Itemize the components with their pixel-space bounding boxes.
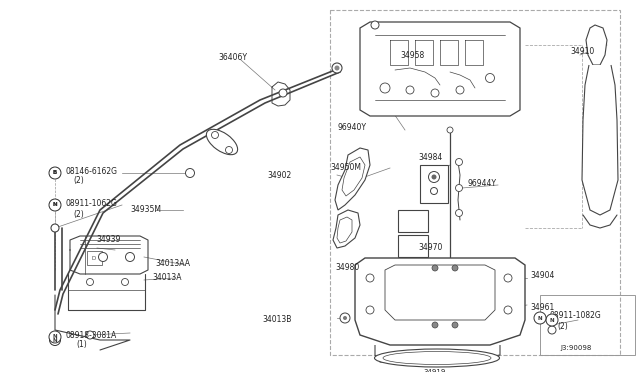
Text: 96944Y: 96944Y bbox=[468, 180, 497, 189]
Circle shape bbox=[456, 209, 463, 217]
Circle shape bbox=[504, 274, 512, 282]
Text: D: D bbox=[92, 256, 96, 260]
Ellipse shape bbox=[206, 129, 237, 155]
Circle shape bbox=[456, 185, 463, 192]
Text: 08146-6162G: 08146-6162G bbox=[66, 167, 118, 176]
Circle shape bbox=[504, 306, 512, 314]
Circle shape bbox=[49, 167, 61, 179]
Text: 34902: 34902 bbox=[268, 170, 292, 180]
Circle shape bbox=[332, 63, 342, 73]
Polygon shape bbox=[337, 217, 352, 243]
Circle shape bbox=[452, 322, 458, 328]
Circle shape bbox=[49, 334, 61, 346]
Circle shape bbox=[431, 89, 439, 97]
Text: (2): (2) bbox=[73, 209, 84, 218]
Text: 34013B: 34013B bbox=[262, 315, 292, 324]
Text: 34958: 34958 bbox=[400, 51, 424, 60]
Text: 34950M: 34950M bbox=[330, 164, 361, 173]
Circle shape bbox=[371, 21, 379, 29]
Circle shape bbox=[452, 265, 458, 271]
Text: B: B bbox=[53, 170, 57, 176]
Bar bbox=[420, 165, 448, 203]
Polygon shape bbox=[582, 65, 618, 215]
Bar bbox=[330, 10, 620, 355]
Text: 34013A: 34013A bbox=[152, 273, 182, 282]
Circle shape bbox=[86, 279, 93, 285]
Polygon shape bbox=[333, 210, 360, 248]
Circle shape bbox=[447, 127, 453, 133]
Polygon shape bbox=[335, 148, 370, 210]
Text: 36406Y: 36406Y bbox=[218, 54, 247, 62]
Polygon shape bbox=[355, 258, 525, 345]
Text: N: N bbox=[52, 202, 58, 208]
Circle shape bbox=[380, 83, 390, 93]
Text: (1): (1) bbox=[76, 340, 87, 350]
Text: (2): (2) bbox=[73, 176, 84, 186]
Circle shape bbox=[49, 199, 61, 211]
Circle shape bbox=[456, 86, 464, 94]
Bar bbox=[87, 251, 102, 265]
Text: 08918-3081A: 08918-3081A bbox=[66, 330, 117, 340]
Text: N: N bbox=[52, 334, 58, 340]
Circle shape bbox=[406, 86, 414, 94]
Circle shape bbox=[49, 167, 61, 179]
Circle shape bbox=[225, 147, 232, 154]
Circle shape bbox=[429, 171, 440, 183]
Circle shape bbox=[211, 131, 218, 138]
Bar bbox=[398, 210, 428, 232]
Circle shape bbox=[86, 331, 94, 339]
Polygon shape bbox=[586, 25, 607, 65]
Text: 34904: 34904 bbox=[530, 270, 554, 279]
Circle shape bbox=[366, 274, 374, 282]
Circle shape bbox=[486, 74, 495, 83]
Text: J3:90098: J3:90098 bbox=[560, 345, 591, 351]
Text: N: N bbox=[538, 315, 542, 321]
Circle shape bbox=[366, 306, 374, 314]
Circle shape bbox=[340, 313, 350, 323]
Text: 34935M: 34935M bbox=[130, 205, 161, 215]
Text: 34980: 34980 bbox=[335, 263, 359, 273]
Text: 08911-1082G: 08911-1082G bbox=[550, 311, 602, 321]
Circle shape bbox=[125, 253, 134, 262]
Text: N: N bbox=[52, 337, 58, 343]
Text: 34961: 34961 bbox=[530, 304, 554, 312]
Circle shape bbox=[335, 65, 339, 71]
Circle shape bbox=[548, 326, 556, 334]
Text: 08911-1062G: 08911-1062G bbox=[66, 199, 118, 208]
Circle shape bbox=[49, 199, 61, 211]
Circle shape bbox=[431, 187, 438, 195]
Circle shape bbox=[51, 224, 59, 232]
Circle shape bbox=[122, 279, 129, 285]
Text: 34939: 34939 bbox=[96, 235, 120, 244]
Bar bbox=[540, 295, 635, 355]
Circle shape bbox=[279, 89, 287, 97]
Text: 34984: 34984 bbox=[418, 154, 442, 163]
Circle shape bbox=[431, 174, 436, 180]
Text: 34970: 34970 bbox=[418, 243, 442, 251]
Polygon shape bbox=[360, 22, 520, 116]
Circle shape bbox=[49, 331, 61, 343]
Text: N: N bbox=[550, 317, 554, 323]
Circle shape bbox=[456, 158, 463, 166]
Circle shape bbox=[432, 322, 438, 328]
Text: N: N bbox=[52, 202, 58, 208]
Text: (2): (2) bbox=[557, 321, 568, 330]
Text: 96940Y: 96940Y bbox=[338, 124, 367, 132]
Circle shape bbox=[432, 265, 438, 271]
Text: 34013AA: 34013AA bbox=[155, 259, 190, 267]
Polygon shape bbox=[342, 157, 365, 196]
Circle shape bbox=[534, 312, 546, 324]
Bar bbox=[398, 235, 428, 257]
Circle shape bbox=[546, 314, 558, 326]
Text: B: B bbox=[53, 170, 57, 176]
Circle shape bbox=[343, 316, 347, 320]
Ellipse shape bbox=[383, 352, 491, 365]
Text: 34919: 34919 bbox=[424, 369, 446, 372]
Text: 34910: 34910 bbox=[570, 48, 595, 57]
Circle shape bbox=[186, 169, 195, 177]
Ellipse shape bbox=[374, 349, 499, 367]
Polygon shape bbox=[385, 265, 495, 320]
Circle shape bbox=[99, 253, 108, 262]
